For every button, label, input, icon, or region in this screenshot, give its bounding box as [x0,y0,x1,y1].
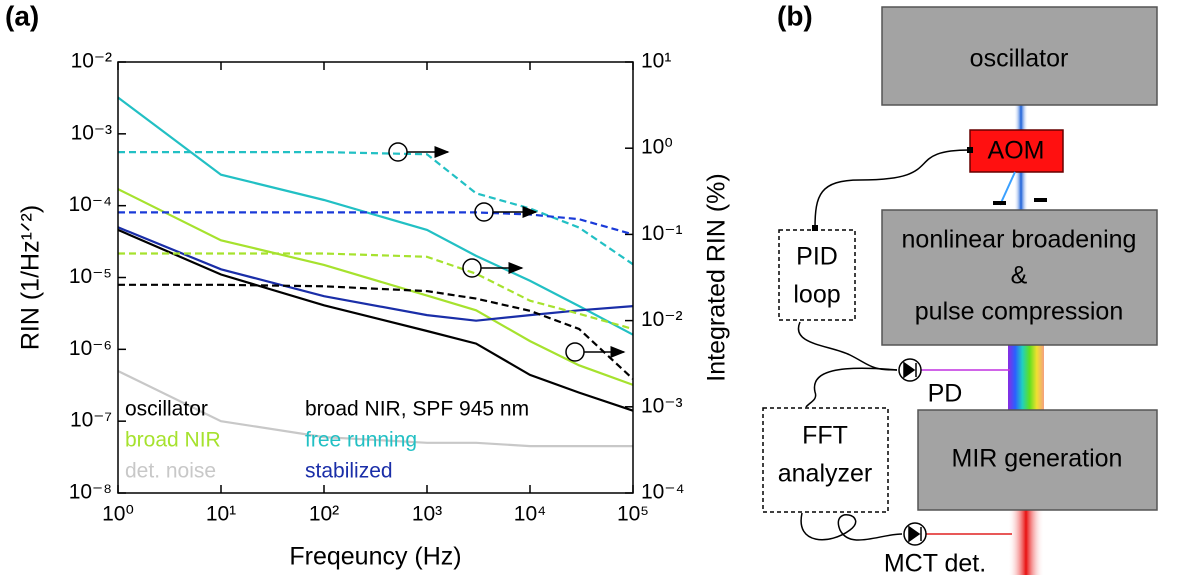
connector [812,225,818,231]
node-label: loop [793,281,840,309]
x-tick-label: 10¹ [206,503,236,526]
annotation-circle [462,258,482,278]
node-label: oscillator [970,45,1069,73]
legend-entry: det. noise [125,460,216,483]
rin-line [117,96,634,336]
node-label: & [1011,262,1028,290]
wire [800,512,903,541]
legend-entry: free running [305,429,417,452]
integrated-line [118,151,634,266]
node-label: FFT [802,422,848,450]
annotation-circle [388,142,408,162]
y2-tick-label: 10⁰ [641,136,673,159]
y-tick-label: 10⁻³ [71,121,112,144]
y-tick-label: 10⁻⁶ [69,337,112,360]
node-label: AOM [988,137,1045,165]
integrated-line [118,211,634,236]
annotations [388,142,626,362]
panel-label: (b) [777,0,813,31]
plot-area: 10⁰ 10¹ 10² 10³ 10⁴ 10⁵ 10⁻⁸ 10⁻⁷ 10⁻⁶ 10⁻⁵ 10⁻⁴ 10… [17,50,731,571]
legend-entry: stabilized [305,460,393,483]
photodiode [903,361,917,379]
y2-tick-label: 10⁻⁴ [641,481,684,504]
y-tick-label: 10⁻⁸ [69,481,112,504]
box [881,209,1158,346]
photodiode [903,522,927,546]
photodiode [908,525,922,543]
plot-frame [117,61,634,494]
rin-line [117,188,634,386]
rin-line [117,370,633,448]
y2-tick-label: 10⁻¹ [641,222,682,245]
node-label: MIR generation [952,445,1123,473]
node-label: pulse compression [915,298,1123,326]
photodiode [898,358,922,382]
rin-line [117,226,634,322]
x-tick-label: 10⁰ [102,503,134,526]
y2-tick-label: 10⁻² [641,308,682,331]
node-label: nonlinear broadening [902,226,1137,254]
y-tick-label: 10⁻⁴ [69,193,112,216]
wire [805,367,898,408]
x-tick-label: 10² [309,503,339,526]
beam [999,171,1016,206]
connector [967,147,973,153]
y-tick-label: 10⁻² [71,50,112,73]
y2-tick-label: 10¹ [641,50,671,73]
y-tick-label: 10⁻⁷ [70,409,112,432]
wire [814,149,971,229]
annotation-circle [565,342,585,362]
node-label: PID [796,243,838,271]
node-label: analyzer [778,460,873,488]
panel-label: (a) [5,0,39,31]
x-tick-label: 10⁴ [514,503,546,526]
y2-tick-label: 10⁻³ [641,394,682,417]
box [917,409,1158,511]
node-label: PD [928,380,963,408]
x-axis-label: Freqeuncy (Hz) [289,543,461,571]
legend-title: broad NIR, SPF 945 nm [305,398,529,421]
integrated-line [118,283,634,380]
diagram: oscillator AOM nonlinear broadening & pu… [762,6,1158,578]
box [762,407,889,513]
rin-line [117,228,634,412]
integrated-line [118,252,634,331]
legend-entry: broad NIR [125,429,221,452]
y-axis-label: RIN (1/Hz¹ᐟ²) [17,205,45,350]
box [969,129,1064,173]
x-tick-label: 10³ [412,503,442,526]
node-label: MCT det. [884,550,986,578]
y-tick-label: 10⁻⁵ [69,265,112,288]
box [778,229,856,321]
legend-entry: oscillator [125,398,208,421]
y2-axis-label: Integrated RIN (%) [703,173,731,381]
box [881,6,1158,106]
x-tick-label: 10⁵ [617,503,649,526]
